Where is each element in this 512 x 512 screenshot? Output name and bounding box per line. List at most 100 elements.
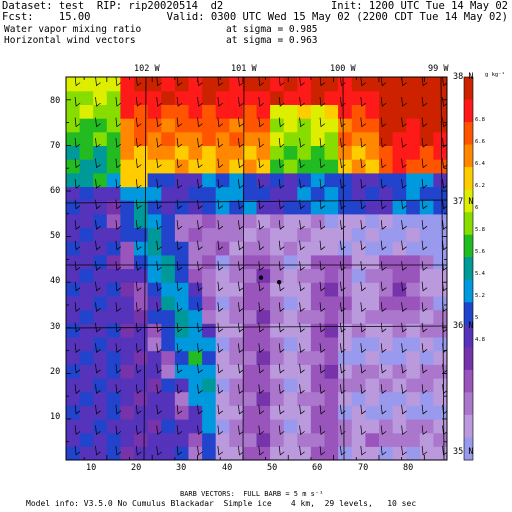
- field-cell: [392, 200, 407, 215]
- field-cell: [406, 213, 421, 229]
- wind-barb: [401, 384, 407, 394]
- field-cell: [338, 131, 353, 146]
- field-cell: [365, 282, 380, 297]
- field-cell: [406, 172, 421, 188]
- x-tick-label: 70: [358, 463, 369, 473]
- wind-barb: [319, 77, 326, 87]
- field-cell: [256, 90, 271, 105]
- field-cell: [161, 104, 176, 119]
- wind-barb: [176, 179, 183, 189]
- field-cell: [188, 391, 203, 406]
- field-cell: [79, 391, 94, 406]
- wind-barb: [319, 343, 326, 353]
- wind-barb: [360, 240, 367, 251]
- field-cell: [338, 419, 353, 434]
- field-cell: [256, 405, 271, 420]
- field-cell: [297, 446, 312, 460]
- wind-barb: [197, 158, 203, 169]
- field-cell: [215, 364, 230, 379]
- field-cell: [406, 350, 421, 365]
- wind-barb: [442, 302, 447, 312]
- wind-barb: [135, 363, 142, 374]
- wind-barb: [401, 97, 407, 107]
- field-cell: [365, 159, 380, 174]
- wind-barb: [74, 343, 81, 353]
- field-cell: [365, 323, 380, 338]
- field-cell: [324, 227, 339, 242]
- colorbar-swatch: [464, 257, 473, 281]
- field-cell: [188, 336, 203, 352]
- field-cell: [215, 131, 230, 146]
- field-cell: [147, 145, 162, 160]
- field-cell: [256, 145, 271, 160]
- wind-barb: [238, 343, 244, 353]
- field-cell: [188, 104, 203, 119]
- field-cell: [161, 186, 176, 201]
- field-cell: [419, 405, 434, 420]
- field-cell: [242, 172, 258, 188]
- field-cell: [433, 90, 447, 105]
- field-cell: [365, 446, 380, 460]
- wind-barb: [156, 117, 162, 128]
- wind-barb: [238, 363, 244, 374]
- field-cell: [79, 295, 94, 311]
- field-cell: [93, 172, 108, 188]
- field-cell: [134, 186, 149, 201]
- field-cell: [106, 159, 121, 174]
- field-cell: [324, 295, 339, 311]
- field-cell: [324, 282, 339, 297]
- field-cell: [338, 336, 353, 352]
- field-cell: [242, 186, 258, 201]
- field-cell: [229, 377, 244, 393]
- wind-barb: [401, 281, 407, 292]
- field-cell: [351, 172, 366, 188]
- wind-barb: [115, 445, 122, 456]
- field-cell: [392, 131, 407, 146]
- wind-barb: [360, 425, 367, 436]
- field-cell: [270, 336, 285, 352]
- field-cell: [310, 186, 326, 201]
- field-cell: [433, 104, 447, 119]
- wind-barb: [217, 179, 224, 189]
- field-cell: [215, 254, 230, 270]
- field-cell: [365, 186, 380, 201]
- wind-barb: [258, 220, 265, 230]
- field-cell: [406, 227, 421, 242]
- field-cell: [270, 432, 285, 447]
- field-cell: [419, 77, 434, 92]
- field-cell: [79, 90, 94, 105]
- wind-barb: [442, 322, 447, 333]
- field-cell: [256, 432, 271, 447]
- wind-barb: [176, 281, 183, 292]
- colorbar: [463, 76, 474, 461]
- field-cell: [379, 186, 394, 201]
- wind-barb: [380, 199, 387, 210]
- wind-barb: [115, 179, 122, 189]
- field-cell: [93, 200, 108, 215]
- wind-barb: [135, 302, 142, 312]
- wind-barb: [74, 240, 81, 251]
- wind-barb: [176, 77, 183, 87]
- wind-barb: [74, 158, 81, 169]
- field-cell: [324, 145, 339, 160]
- field-cell: [419, 268, 434, 283]
- wind-barb: [217, 343, 224, 353]
- field-cell: [147, 200, 162, 215]
- field-cell: [379, 77, 394, 92]
- field-cell: [433, 227, 447, 242]
- wind-barb: [74, 363, 81, 374]
- field-cell: [188, 241, 203, 256]
- field-cell: [392, 90, 407, 105]
- wind-barb: [135, 240, 142, 251]
- field-cell: [297, 391, 312, 406]
- field-cell: [256, 350, 271, 365]
- colorbar-label: 5.2: [475, 293, 485, 299]
- field-cell: [79, 254, 94, 270]
- wind-barb: [197, 240, 203, 251]
- field-cell: [188, 419, 203, 434]
- field-cell: [297, 172, 312, 188]
- wind-barb: [299, 445, 305, 456]
- field-cell: [93, 364, 108, 379]
- field-cell: [188, 131, 203, 146]
- wind-barb: [95, 445, 101, 456]
